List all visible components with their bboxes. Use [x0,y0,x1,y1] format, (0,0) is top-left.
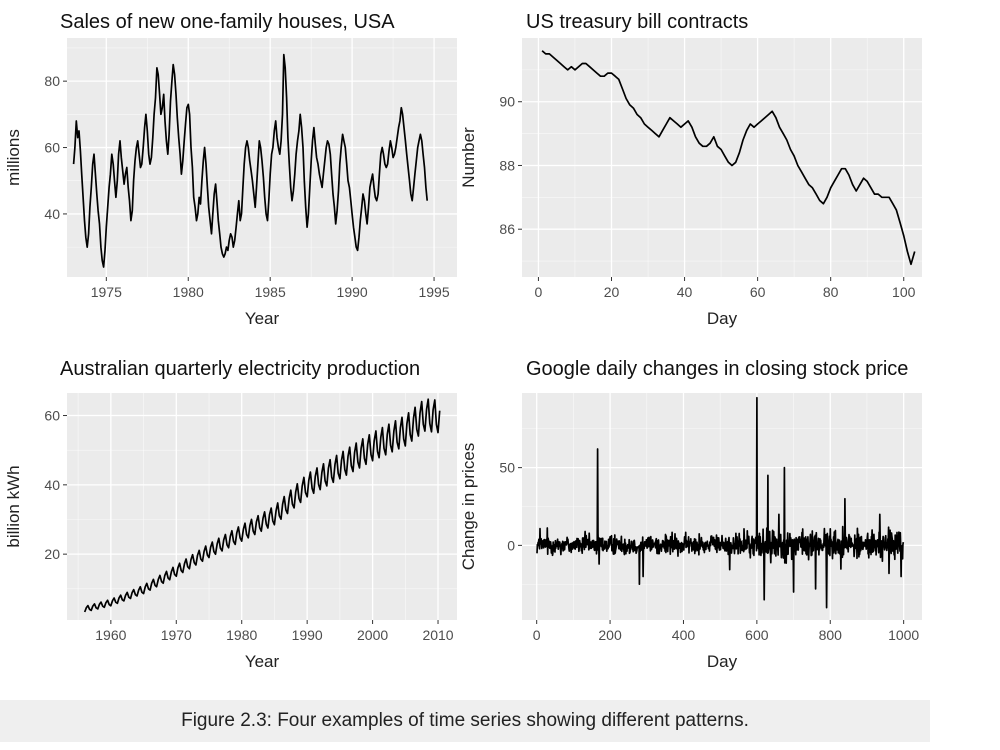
y-tick-label: 88 [499,157,515,173]
chart-title: US treasury bill contracts [526,11,748,33]
series-line-housing [72,53,429,268]
y-axis-label: millions [4,129,23,186]
series-line-electricity [83,398,441,613]
y-tick-label: 86 [499,221,515,237]
x-axis-label: Year [245,309,280,328]
chart-title: Sales of new one-family houses, USA [60,11,395,33]
series-line-google [536,396,905,609]
y-tick-label: 50 [499,460,515,476]
y-tick-label: 60 [44,408,60,424]
x-tick-label: 1995 [418,284,449,300]
y-tick-label: 40 [44,477,60,493]
x-tick-label: 2010 [422,627,453,643]
figure: 1975 1980 1985 1990 1995 40 60 80 Sales of new o… [4,11,922,671]
x-tick-label: 0 [535,284,543,300]
y-axis-label: Change in prices [459,443,478,571]
y-axis-label: Number [459,127,478,188]
x-tick-label: 100 [892,284,916,300]
plot-background [522,38,922,277]
x-tick-label: 1960 [95,627,126,643]
plot-background [67,393,457,620]
x-tick-label: 1980 [173,284,204,300]
x-tick-label: 1980 [226,627,257,643]
x-tick-label: 1975 [91,284,122,300]
y-tick-label: 90 [499,94,515,110]
x-tick-label: 1970 [161,627,192,643]
x-tick-label: 1990 [292,627,323,643]
y-tick-label: 0 [507,537,515,553]
x-tick-label: 200 [598,627,622,643]
x-tick-label: 800 [819,627,843,643]
x-tick-label: 400 [672,627,696,643]
y-tick-label: 60 [44,140,60,156]
y-axis-label: billion kWh [4,465,23,547]
x-tick-label: 1990 [337,284,368,300]
panel-electricity: 1960 1970 1980 1990 2000 2010 20 40 60 Australian… [4,358,457,671]
y-tick-label: 80 [44,73,60,89]
x-tick-label: 60 [750,284,766,300]
x-axis-label: Day [707,652,738,671]
panel-housing: 1975 1980 1985 1990 1995 40 60 80 Sales of new o… [4,11,457,328]
chart-title: Google daily changes in closing stock pr… [526,358,908,380]
x-axis-label: Year [245,652,280,671]
panel-treasury: 0 20 40 60 80 100 86 88 90 US treasury bill contr… [459,11,922,328]
x-tick-label: 40 [677,284,693,300]
figure-caption: Figure 2.3: Four examples of time series… [181,710,749,731]
x-tick-label: 20 [604,284,620,300]
x-tick-label: 600 [745,627,769,643]
y-tick-label: 40 [44,206,60,222]
y-tick-label: 20 [44,546,60,562]
panel-google: 0 200 400 600 800 1000 0 50 Google daily changes… [459,358,922,671]
caption-bar: Figure 2.3: Four examples of time series… [0,700,930,742]
x-tick-label: 80 [823,284,839,300]
x-axis-label: Day [707,309,738,328]
x-tick-label: 1000 [888,627,919,643]
chart-title: Australian quarterly electricity product… [60,358,420,380]
x-tick-label: 2000 [357,627,388,643]
x-tick-label: 1985 [255,284,286,300]
x-tick-label: 0 [533,627,541,643]
series-line-treasury [541,50,916,266]
four-panel-chart: 1975 1980 1985 1990 1995 40 60 80 Sales of new o… [4,11,922,671]
